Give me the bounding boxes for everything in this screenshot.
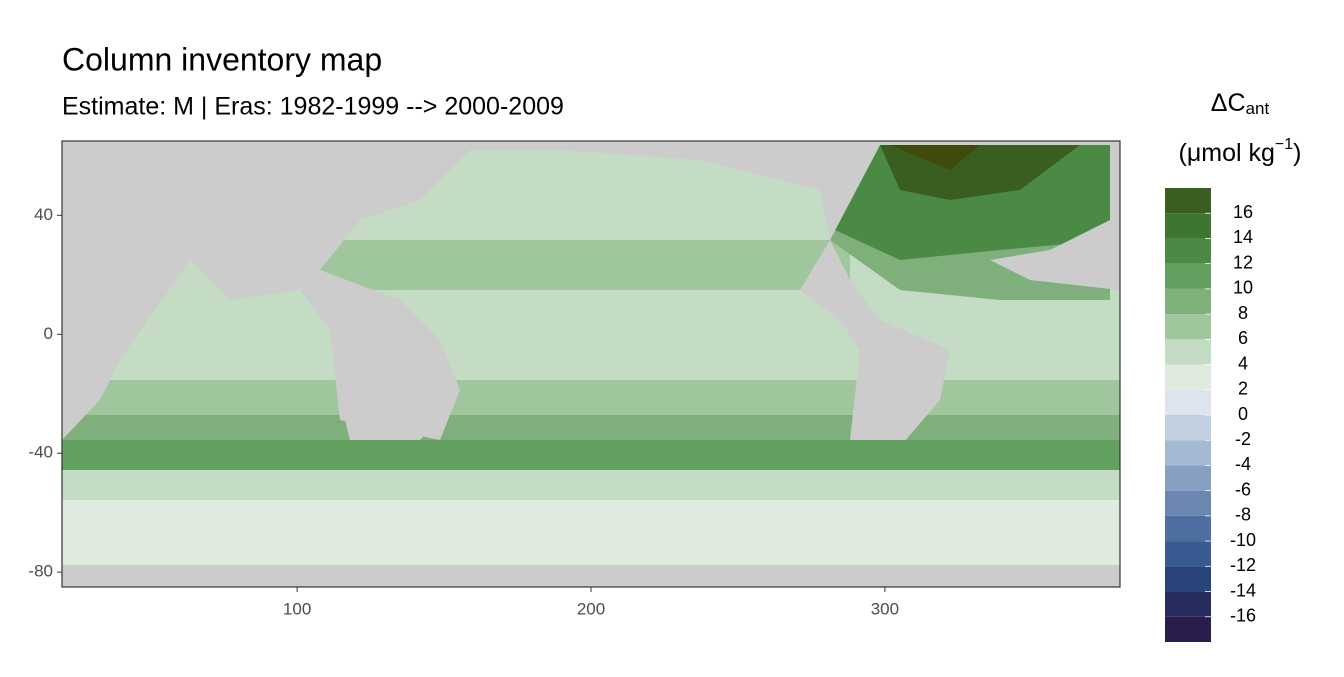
- colorbar-label: 0: [1238, 404, 1248, 424]
- colorbar-bin: [1165, 591, 1211, 617]
- colorbar-label: 4: [1238, 353, 1248, 373]
- legend-unit-end: ): [1293, 139, 1301, 167]
- colorbar-bin: [1165, 415, 1211, 441]
- x-tick-label: 100: [283, 599, 311, 618]
- y-tick-label: 0: [44, 324, 53, 343]
- y-tick-label: -40: [28, 443, 53, 462]
- legend-unit-text: (μmol kg: [1179, 139, 1275, 167]
- colorbar-bin: [1165, 238, 1211, 264]
- colorbar-bin: [1165, 566, 1211, 592]
- colorbar-label: -16: [1230, 606, 1256, 626]
- colorbar-label: -6: [1235, 479, 1251, 499]
- legend-unit: (μmol kg−1): [1179, 136, 1302, 166]
- colorbar-label: 16: [1233, 202, 1253, 222]
- colorbar-label: 8: [1238, 303, 1248, 323]
- colorbar-label: 2: [1238, 379, 1248, 399]
- colorbar-label: 14: [1233, 227, 1253, 247]
- colorbar-bin: [1165, 490, 1211, 516]
- colorbar-bin: [1165, 188, 1211, 214]
- colorbar-label: -8: [1235, 505, 1251, 525]
- y-tick-label: -80: [28, 562, 53, 581]
- colorbar-bin: [1165, 389, 1211, 415]
- chart-subtitle: Estimate: M | Eras: 1982-1999 --> 2000-2…: [62, 93, 564, 121]
- colorbar-label: -2: [1235, 429, 1251, 449]
- colorbar-bin: [1165, 263, 1211, 289]
- australia: [340, 360, 440, 440]
- colorbar-label: 6: [1238, 328, 1248, 348]
- colorbar-bin: [1165, 364, 1211, 390]
- colorbar-label: -12: [1230, 555, 1256, 575]
- colorbar-bin: [1165, 213, 1211, 239]
- colorbar-bin: [1165, 314, 1211, 340]
- colorbar-bin: [1165, 515, 1211, 542]
- colorbar-bin: [1165, 288, 1211, 315]
- x-tick-label: 300: [871, 599, 899, 618]
- axes: 100 200 300 -80 -40 0 40: [28, 205, 899, 619]
- colorbar: -16 -14 -12 -10 -8 -6 -4 -2 0 2 4 6 8 10 12 14 16: [1165, 188, 1256, 642]
- y-tick-label: 40: [34, 205, 53, 224]
- colorbar-bin: [1165, 616, 1211, 642]
- x-tick-label: 200: [577, 599, 605, 618]
- colorbar-label: -10: [1230, 530, 1256, 550]
- colorbar-label: 10: [1233, 278, 1253, 298]
- chart-title: Column inventory map: [62, 41, 382, 77]
- legend-subscript: ant: [1246, 99, 1270, 118]
- colorbar-bin: [1165, 465, 1211, 491]
- colorbar-label: 12: [1233, 252, 1253, 272]
- colorbar-bin: [1165, 440, 1211, 466]
- legend-superscript: −1: [1275, 136, 1293, 153]
- legend-title: ΔCant: [1211, 89, 1270, 119]
- colorbar-label: -4: [1235, 454, 1251, 474]
- legend-symbol: ΔC: [1211, 89, 1246, 117]
- colorbar-label: -14: [1230, 580, 1256, 600]
- colorbar-bin: [1165, 339, 1211, 365]
- colorbar-bin: [1165, 541, 1211, 567]
